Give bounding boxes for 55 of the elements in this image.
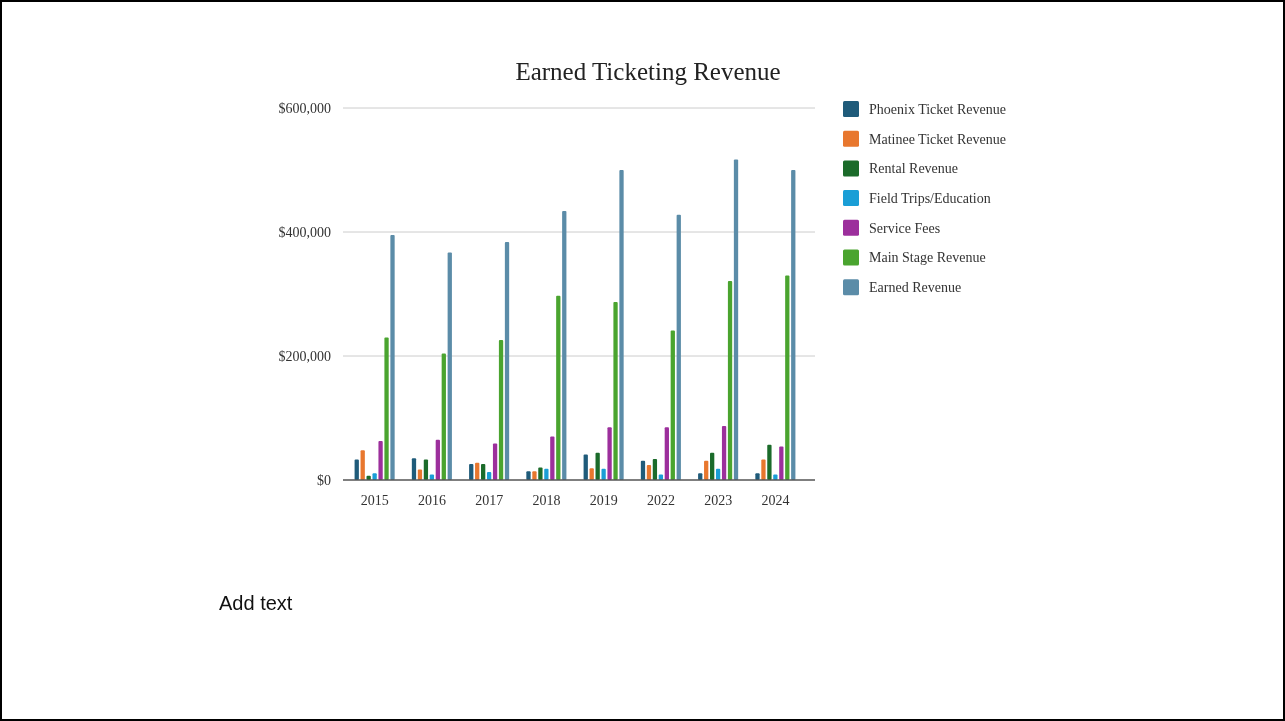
x-tick-label: 2023 [704,493,733,508]
bar [556,295,561,480]
y-tick-label: $0 [317,472,331,488]
bar [441,353,446,480]
bar [390,235,395,480]
x-tick-label: 2019 [589,493,618,508]
x-tick-label: 2022 [646,493,675,508]
bar [504,241,510,480]
bar [619,170,624,480]
bar [755,473,760,480]
bar [447,252,452,480]
x-tick-label: 2015 [360,493,389,508]
x-tick-label: 2018 [532,493,561,508]
legend-label: Earned Revenue [869,280,962,296]
bar [613,302,618,480]
text: Add text [219,592,293,614]
bar [411,458,417,480]
bar [544,468,549,480]
bar [372,473,377,480]
bar [532,471,537,480]
bar [378,440,383,480]
legend-label: Field Trips/Education [869,191,991,206]
bar [767,444,772,480]
legend-label: Service Fees [869,220,941,236]
legend-label: Matinee Ticket Revenue [869,131,1006,147]
legend-label: Phoenix Ticket Revenue [869,101,1006,117]
x-tick-label: 2016 [417,493,446,508]
bar [538,467,543,480]
bar [360,450,365,480]
bar [384,337,389,480]
legend-label: Main Stage Revenue [869,250,986,266]
bar [761,459,766,480]
bar [498,339,504,480]
bar [733,159,739,480]
chart-title: Earned Ticketing Revenue [515,58,781,85]
legend-label: Rental Revenue [869,161,959,177]
bar [435,439,440,480]
bar [550,436,555,480]
x-tick-label: 2024 [761,493,790,508]
bar [601,468,606,480]
bar [664,427,669,480]
bar [492,443,498,480]
bar [526,471,531,480]
bar [562,210,567,480]
bar [727,280,733,480]
y-tick-label: $200,000 [278,348,331,364]
bar [607,427,612,480]
bar [785,275,790,480]
bar [670,330,675,480]
y-tick-label: $400,000 [278,224,331,240]
bar [791,170,796,480]
y-tick-label: $600,000 [278,100,331,116]
x-tick-label: 2017 [475,493,504,508]
bar [721,426,727,480]
bar [676,214,681,480]
